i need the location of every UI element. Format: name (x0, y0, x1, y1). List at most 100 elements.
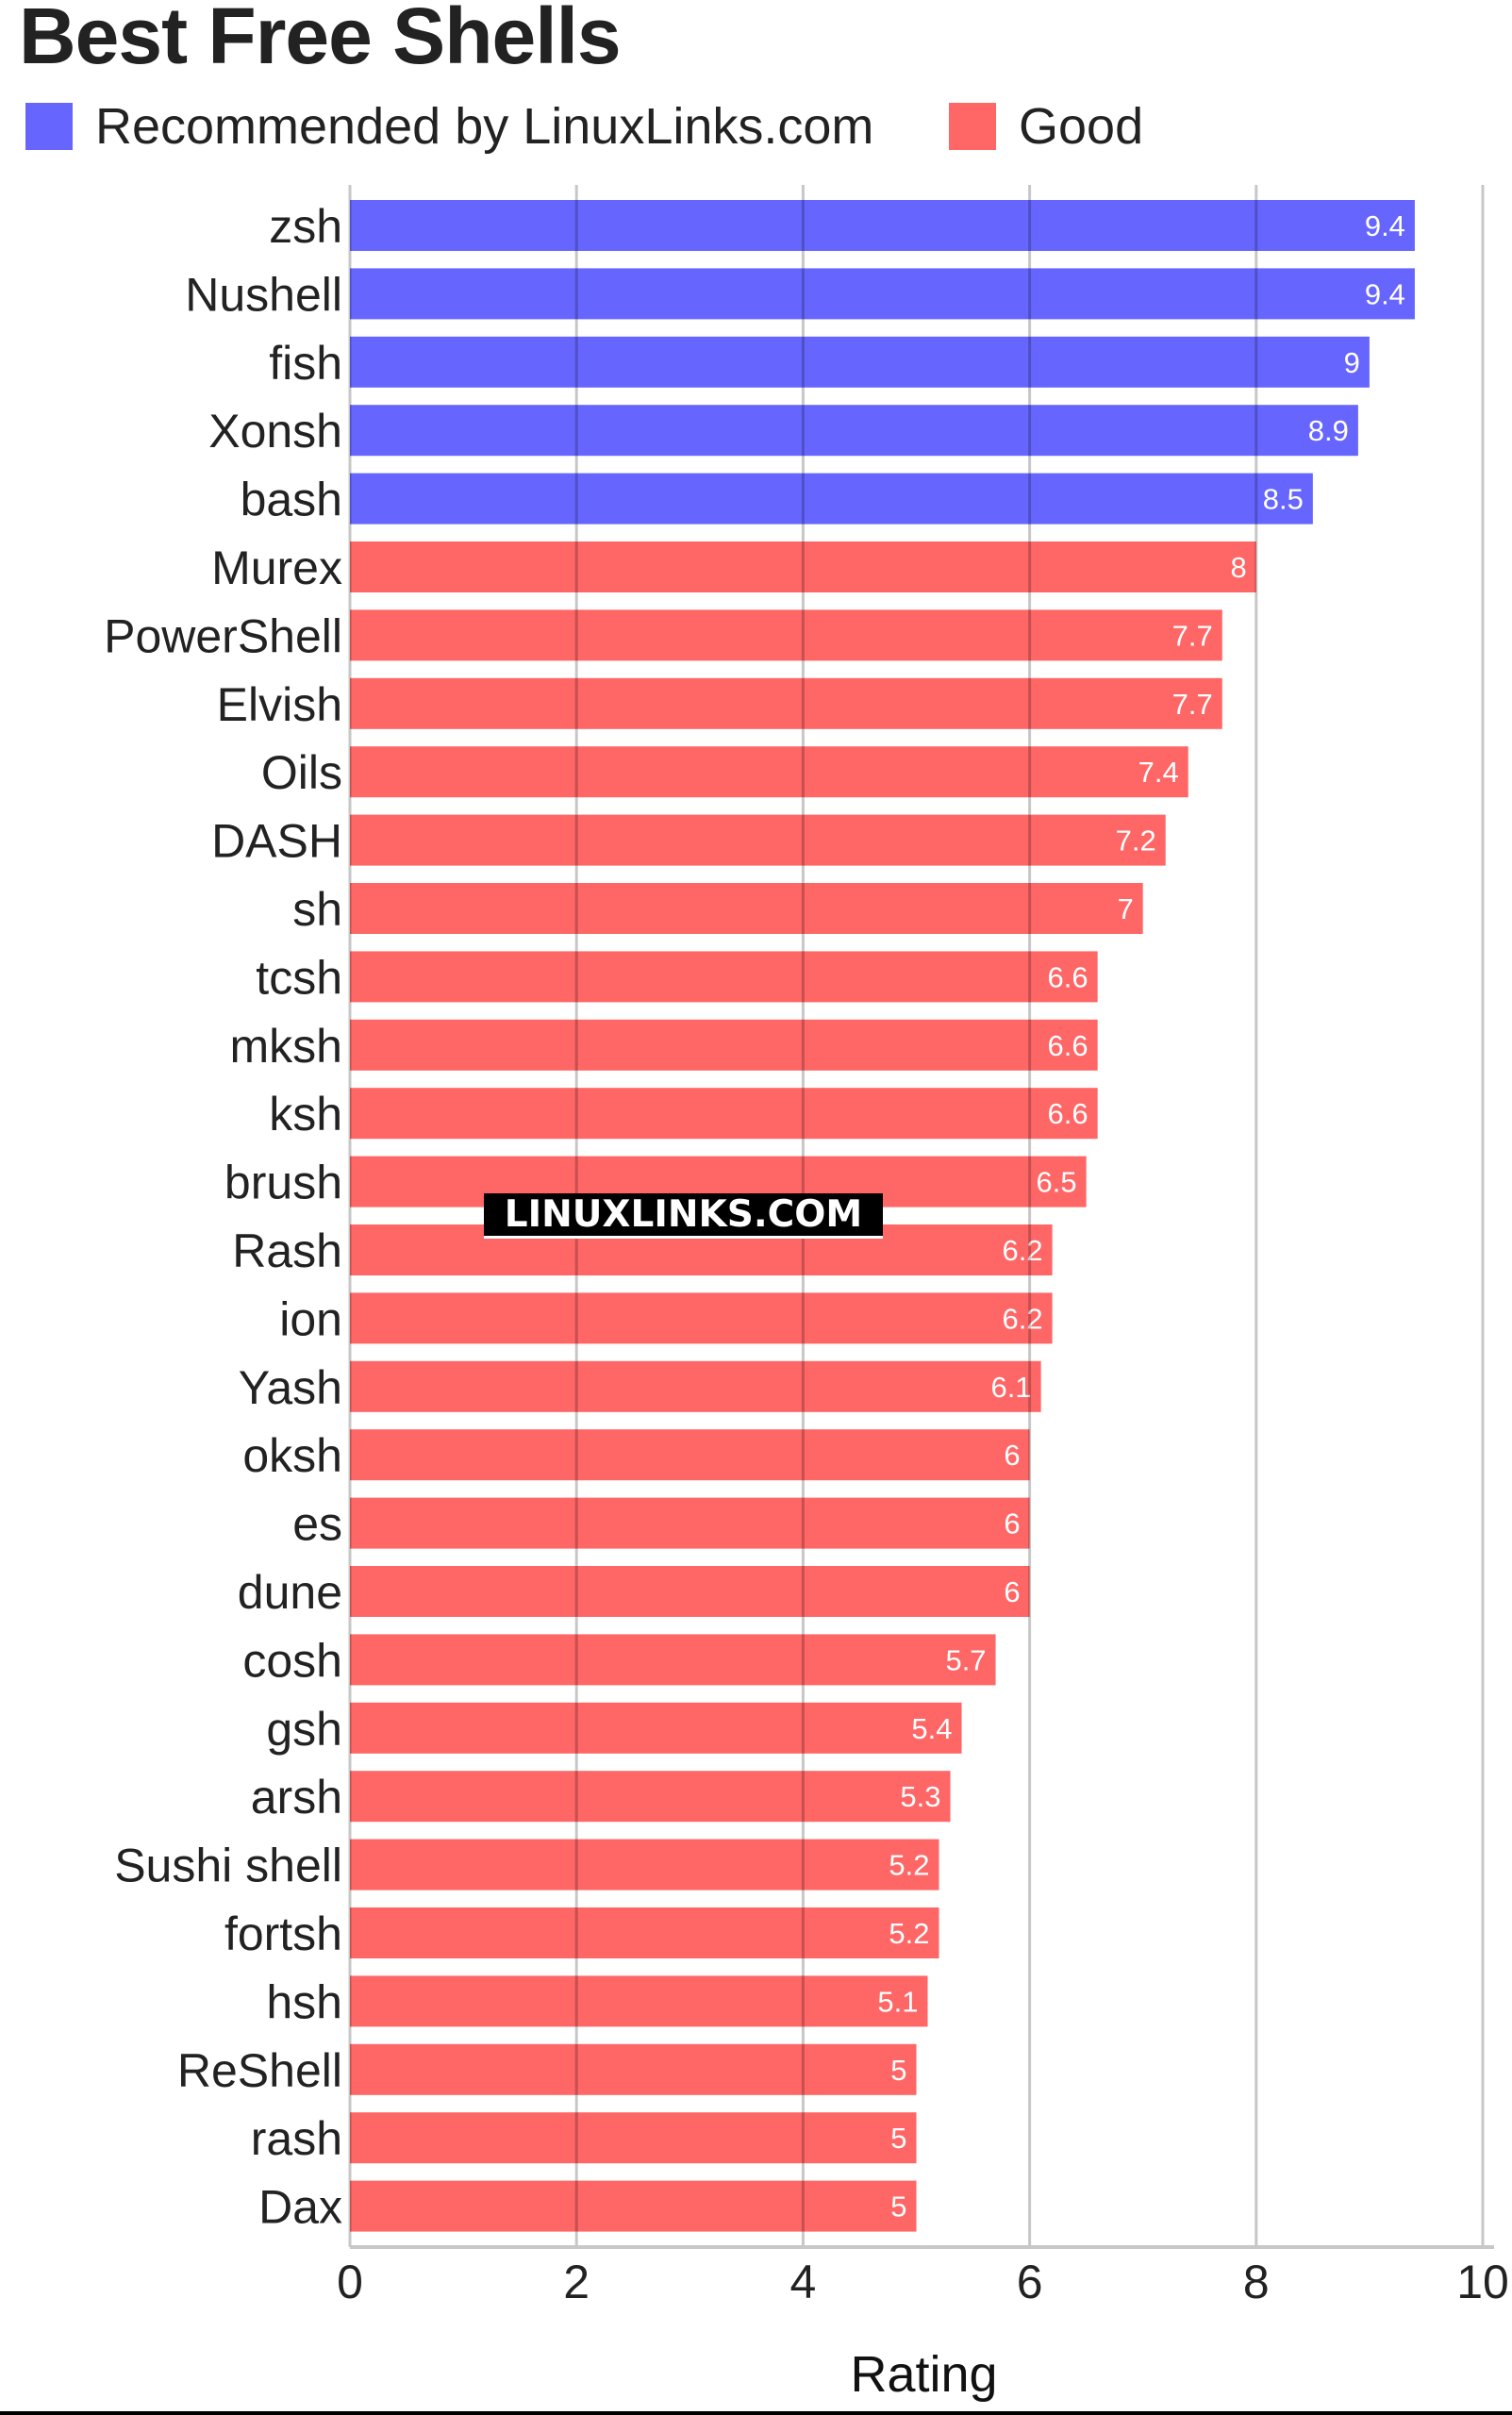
bar (350, 541, 1256, 592)
bar (350, 1907, 939, 1958)
data-label: 6.6 (1048, 1097, 1088, 1130)
watermark: LINUXLINKS.COM (484, 1193, 883, 1239)
category-label: Oils (261, 746, 342, 799)
data-label: 7.2 (1116, 824, 1156, 858)
x-tick-label: 2 (563, 2256, 590, 2308)
category-label: zsh (269, 200, 342, 253)
bar (350, 1019, 1098, 1071)
category-label: sh (292, 883, 342, 936)
bar (350, 1292, 1053, 1344)
bar (350, 883, 1143, 934)
data-label: 6.6 (1048, 960, 1088, 993)
category-label: bash (241, 474, 342, 526)
bar (350, 2180, 917, 2232)
category-label: hsh (266, 1975, 342, 2028)
category-label: mksh (230, 1020, 342, 1073)
bar (350, 1497, 1030, 1549)
bar (350, 2112, 917, 2164)
bar (350, 1702, 962, 1754)
data-label: 5.7 (945, 1643, 986, 1676)
bar (350, 1360, 1041, 1412)
data-label: 5.2 (889, 1917, 929, 1950)
data-label: 8.9 (1308, 414, 1349, 447)
data-label: 9.4 (1365, 209, 1405, 242)
category-label: fortsh (224, 1907, 342, 1960)
data-label: 9 (1344, 346, 1360, 379)
legend-item-good: Good (949, 98, 1143, 155)
category-label: cosh (242, 1634, 342, 1687)
category-label: fish (269, 337, 342, 390)
category-label: Elvish (217, 678, 342, 731)
data-label: 8 (1231, 551, 1247, 584)
category-label: Murex (211, 541, 342, 594)
legend-swatch-good (949, 103, 996, 150)
legend-swatch-recommended (25, 103, 73, 150)
category-label: DASH (211, 815, 342, 868)
data-label: 6.2 (1003, 1234, 1043, 1267)
data-label: 6.6 (1048, 1029, 1088, 1062)
bar (350, 2043, 917, 2095)
category-label: brush (224, 1157, 342, 1209)
bar (350, 405, 1358, 457)
data-label: 6.1 (991, 1371, 1032, 1404)
data-label: 7.4 (1138, 756, 1179, 789)
legend-label-recommended: Recommended by LinuxLinks.com (95, 98, 874, 155)
legend-item-recommended: Recommended by LinuxLinks.com (25, 98, 873, 155)
category-label: oksh (242, 1429, 342, 1482)
bar (350, 1429, 1030, 1481)
x-tick-label: 10 (1456, 2256, 1509, 2308)
data-label: 7 (1117, 892, 1133, 925)
x-tick-label: 0 (337, 2256, 363, 2308)
category-label: tcsh (256, 951, 342, 1004)
category-label: rash (251, 2112, 342, 2165)
bar (350, 746, 1188, 798)
data-label: 6 (1004, 1507, 1020, 1541)
data-label: 5.2 (889, 1849, 929, 1882)
data-label: 5 (890, 2190, 906, 2223)
bar (350, 473, 1313, 525)
bar (350, 1566, 1030, 1617)
category-label: Sushi shell (114, 1840, 342, 1892)
chart-title: Best Free Shells (19, 0, 622, 80)
data-label: 6.5 (1037, 1166, 1077, 1199)
data-label: 5 (890, 2122, 906, 2155)
category-label: Rash (232, 1224, 342, 1277)
bar (350, 1839, 939, 1890)
data-label: 5 (890, 2054, 906, 2087)
category-label: gsh (266, 1703, 342, 1756)
data-label: 7.7 (1172, 619, 1213, 652)
category-label: ion (279, 1292, 342, 1345)
category-label: Xonsh (208, 405, 342, 458)
bar (350, 1771, 951, 1823)
category-label: ReShell (177, 2044, 342, 2097)
data-label: 6.2 (1003, 1302, 1043, 1335)
legend-label-good: Good (1019, 98, 1144, 155)
x-tick-label: 4 (789, 2256, 816, 2308)
bar (350, 268, 1415, 320)
category-label: dune (238, 1566, 342, 1619)
data-label: 8.5 (1263, 483, 1304, 516)
data-label: 5.4 (911, 1712, 952, 1745)
x-tick-label: 8 (1243, 2256, 1270, 2308)
bottom-border (0, 2411, 1512, 2415)
data-label: 9.4 (1365, 277, 1405, 310)
bar (350, 951, 1098, 1003)
x-tick-label: 6 (1017, 2256, 1043, 2308)
category-label: ksh (269, 1088, 342, 1141)
bar (350, 1975, 928, 2027)
bar (350, 200, 1415, 251)
category-label: es (292, 1498, 342, 1551)
bar (350, 677, 1222, 729)
bar (350, 609, 1222, 661)
data-label: 7.7 (1172, 688, 1213, 721)
data-label: 5.3 (900, 1780, 940, 1813)
category-label: Dax (258, 2181, 342, 2234)
data-label: 6 (1004, 1439, 1020, 1472)
bar (350, 814, 1166, 866)
data-label: 5.1 (877, 1985, 918, 2018)
bar (350, 1634, 996, 1686)
category-label: Yash (239, 1361, 342, 1414)
x-axis-title: Rating (850, 2346, 997, 2403)
category-label: PowerShell (104, 609, 342, 662)
